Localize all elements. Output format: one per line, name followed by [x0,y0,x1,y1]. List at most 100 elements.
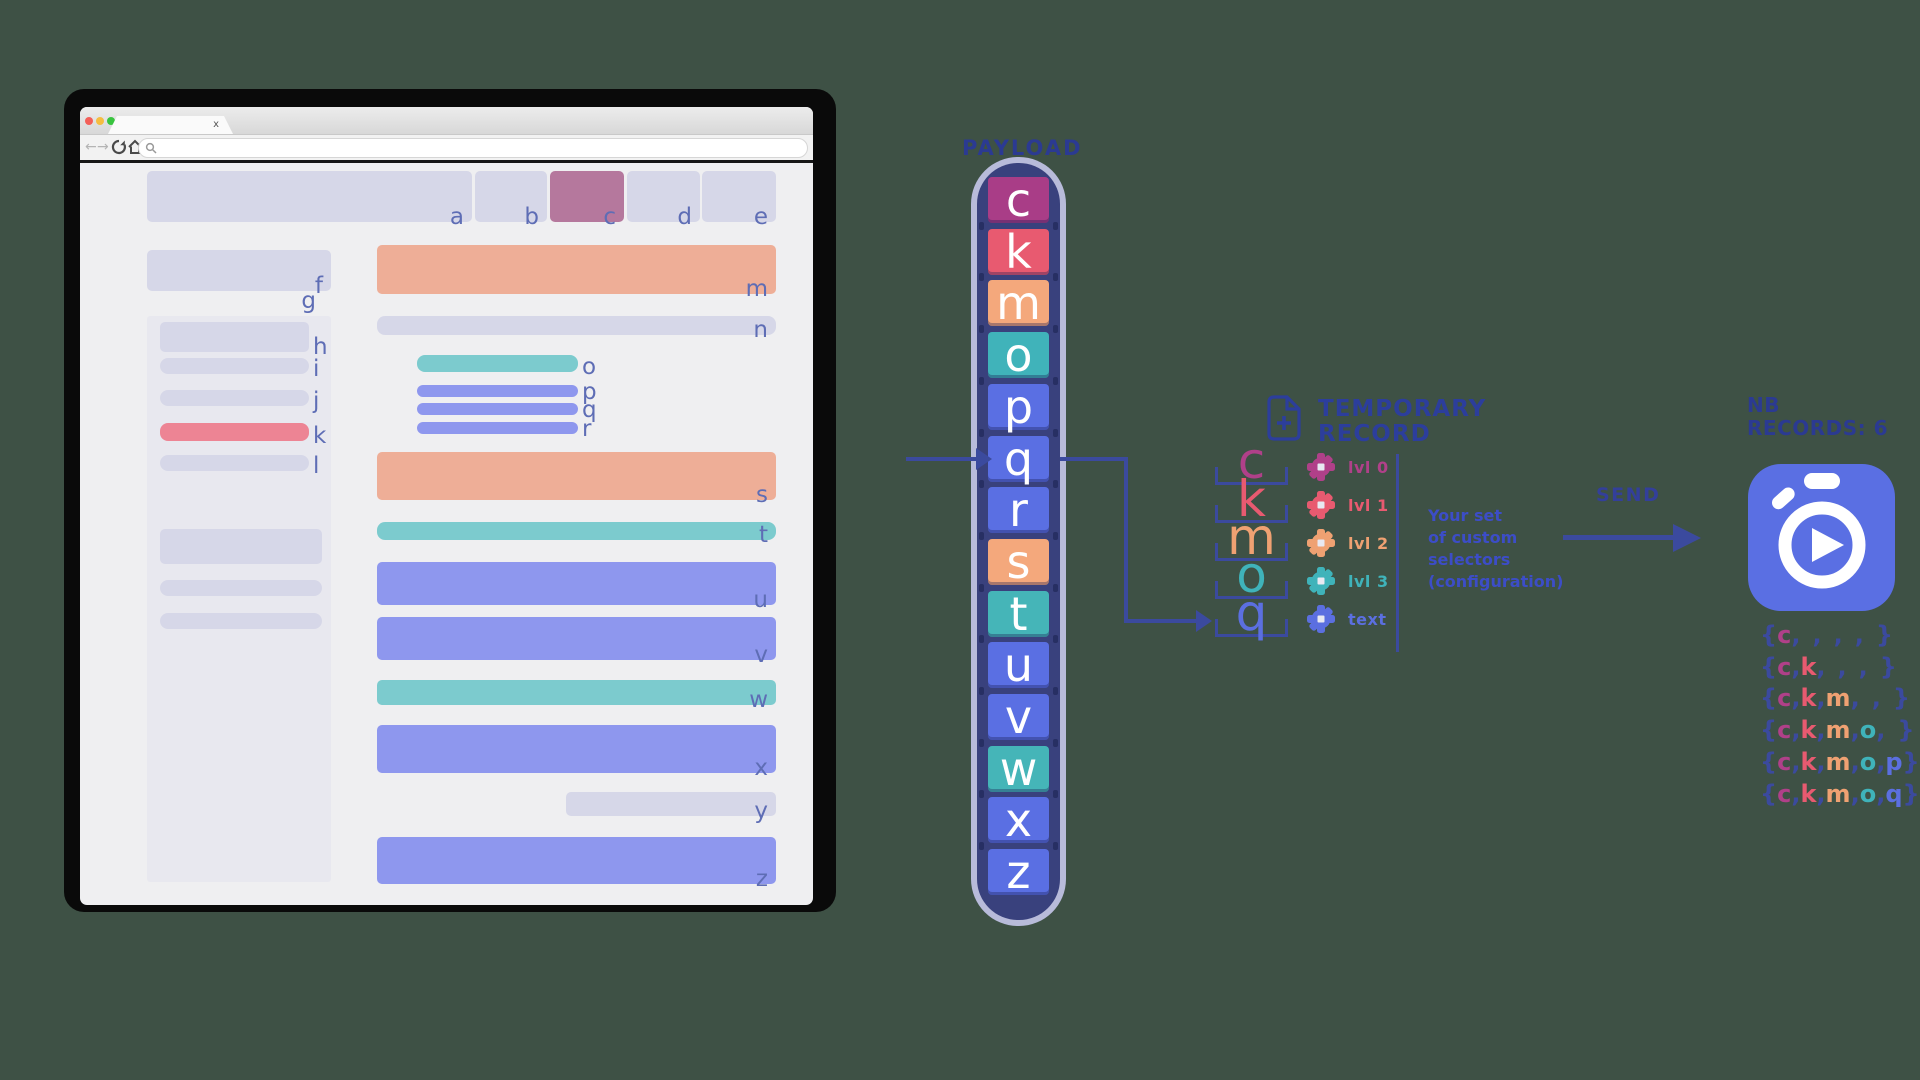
block-label-y: y [754,798,768,824]
record-row-2: {c,k, , , } [1760,652,1897,681]
record-slot-bracket-m [1215,543,1288,561]
address-search-input[interactable] [138,138,808,158]
close-traffic-light[interactable] [85,117,93,125]
wireframe-block-t: t [377,522,776,547]
record-slot-letter-q: q [1235,584,1268,642]
payload-connector-mark [979,221,984,230]
send-arrow-line [1563,535,1675,540]
selector-level-label-3: lvl 3 [1348,572,1389,591]
payload-connector-mark [979,480,984,489]
record-slot-letter-o: o [1236,546,1267,604]
selector-gear-icon-m [1306,528,1336,562]
selector-gear-icon-c [1306,452,1336,486]
tab-close-icon[interactable]: x [213,119,219,130]
selectors-note-line3: selectors [1428,550,1511,569]
payload-connector-mark [1053,635,1058,644]
nb-records-title-line2: RECORDS: 6 [1747,416,1889,440]
payload-out-line-3 [1124,619,1198,623]
selector-level-label-1: lvl 1 [1348,496,1389,515]
block-label-g: g [301,288,316,314]
payload-cell-w: w [988,745,1049,792]
wireframe-block-y: y [566,792,776,823]
block-label-c: c [603,204,616,230]
payload-connector-mark [979,687,984,695]
block-label-q: q [582,397,597,423]
wireframe-block-i: i [160,358,319,381]
forward-icon[interactable]: → [97,139,109,155]
wireframe-block-q: q [417,399,597,422]
payload-connector-mark [1053,687,1058,695]
temporary-record-title-line2: RECORD [1318,421,1431,447]
block-label-o: o [582,354,597,380]
send-label: SEND [1596,484,1661,506]
payload-cell-p: p [988,383,1049,430]
payload-connector-mark [979,325,984,334]
record-slot-letter-m: m [1227,508,1276,566]
payload-connector-mark [1053,273,1058,282]
payload-cell-o: o [988,332,1049,379]
payload-cell-s: s [988,538,1049,585]
wireframe-block-sidebar-panel [147,316,331,882]
selector-level-label-2: lvl 2 [1348,534,1389,553]
block-label-v: v [754,642,768,668]
payload-connector-mark [979,376,984,385]
stopwatch-app-icon [1748,464,1895,611]
record-slot-bracket-c [1215,467,1288,485]
record-row-5: {c,k,m,o,p} [1760,747,1920,776]
wireframe-block-x: x [377,725,776,780]
record-slot-bracket-o [1215,581,1288,599]
payload-connector-mark [979,273,984,282]
wireframe-block-k: k [160,423,326,448]
selectors-divider-line [1396,454,1399,652]
browser-tab[interactable]: x [108,116,233,134]
block-label-k: k [313,423,327,449]
payload-cell-q: q [988,435,1049,482]
selectors-note-line2: of custom [1428,528,1518,547]
record-slot-bracket-q [1215,619,1288,637]
selector-gear-icon-k [1306,490,1336,524]
wireframe-block-p: p [417,381,597,404]
record-slot-letter-c: c [1237,432,1266,490]
wireframe-block-o: o [417,355,596,379]
wireframe-block-a: a [147,171,472,229]
stopwatch-icon [1772,473,1866,589]
record-row-3: {c,k,m, , } [1760,684,1910,713]
payload-in-arrow-line [906,457,978,461]
record-slot-bracket-k [1215,505,1288,523]
block-label-e: e [753,204,768,230]
payload-connector-mark [979,790,984,799]
refresh-icon[interactable] [111,139,127,155]
payload-cell-x: x [988,797,1049,844]
wireframe-block-h: h [160,322,328,359]
block-label-h: h [313,334,328,360]
block-label-i: i [313,356,320,382]
wireframe-block-f: f [147,250,331,298]
payload-cell-z: z [988,849,1049,896]
wireframe-block-m: m [377,245,776,301]
wireframe-block-w: w [377,680,776,712]
wireframe-block-sb2 [160,580,322,596]
wireframe-block-d: d [627,171,700,229]
payload-cell-u: u [988,642,1049,689]
selectors-note-line4: (configuration) [1428,572,1564,591]
maximize-traffic-light[interactable] [107,117,115,125]
wireframe-block-s: s [377,452,776,507]
wireframe-block-u: u [377,562,776,612]
block-label-z: z [755,866,768,892]
temporary-record-title: TEMPORARY RECORD [1318,397,1486,447]
wireframe-block-z: z [377,837,776,891]
block-label-m: m [745,276,768,302]
record-row-1: {c, , , , } [1760,621,1893,649]
wireframe-block-e: e [702,171,776,229]
payload-cell-t: t [988,590,1049,637]
temporary-record-title-line1: TEMPORARY [1318,396,1487,422]
block-label-j: j [313,388,320,414]
wireframe-block-c: c [550,171,624,229]
minimize-traffic-light[interactable] [96,117,104,125]
block-label-n: n [753,317,768,343]
back-icon[interactable]: ← [85,139,97,155]
selector-gear-icon-o [1306,566,1336,600]
selector-level-label-4: text [1348,610,1387,629]
